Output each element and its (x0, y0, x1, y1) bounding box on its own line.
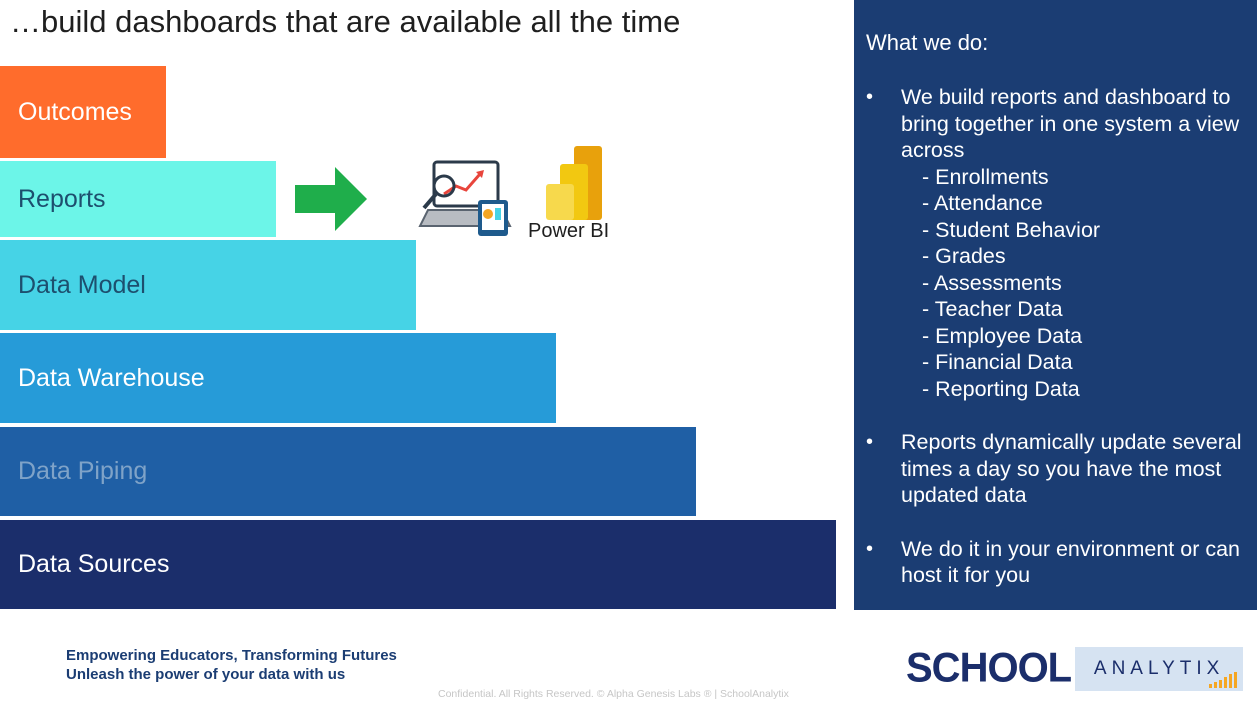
layer-data-piping: Data Piping (0, 427, 696, 516)
list-item: - Employee Data (922, 323, 1083, 348)
panel-heading: What we do: (866, 30, 989, 55)
list-item: - Financial Data (922, 350, 1073, 374)
dashboard-devices-icon (418, 160, 512, 236)
list-item: - Reporting Data (922, 376, 1080, 401)
list-item: - Teacher Data (922, 297, 1063, 321)
list-item: - Grades (922, 244, 1006, 268)
bullet-dot-icon: • (866, 86, 874, 108)
bullet-item: • We build reports and dashboard to brin… (866, 84, 1245, 402)
layer-label: Data Piping (18, 457, 148, 485)
layer-data-sources: Data Sources (0, 520, 836, 609)
power-bi-label: Power BI (528, 220, 610, 242)
slide-title: …build dashboards that are available all… (10, 4, 681, 39)
bullet-dot-icon: • (866, 537, 874, 560)
list-item: - Enrollments (922, 164, 1049, 189)
layer-label: Reports (18, 184, 106, 213)
layer-label: Outcomes (18, 97, 132, 126)
logo-analytix-text: ANALYTIX (1093, 657, 1225, 679)
layer-data-warehouse: Data Warehouse (0, 333, 556, 423)
bullet-text: We build reports and dashboard to bring … (901, 85, 1240, 162)
list-item: - Attendance (922, 191, 1043, 215)
bullet-item: • We do it in your environment or can ho… (866, 536, 1245, 589)
data-domain-list: - Enrollments - Attendance - Student Beh… (901, 164, 1245, 403)
tagline-line-2: Unleash the power of your data with us (66, 666, 346, 683)
layer-data-model: Data Model (0, 240, 416, 330)
list-item: - Assessments (922, 270, 1062, 295)
tagline-line-1: Empowering Educators, Transforming Futur… (66, 647, 397, 664)
school-analytix-logo: SCHOOL ANALYTIX (906, 644, 1244, 692)
layer-label: Data Model (18, 270, 146, 299)
layer-label: Data Sources (18, 550, 170, 578)
logo-school-text: SCHOOL (906, 644, 1072, 692)
bullet-text: We do it in your environment or can host… (901, 536, 1240, 588)
bullet-item: • Reports dynamically update several tim… (866, 429, 1245, 509)
what-we-do-panel: What we do: • We build reports and dashb… (854, 0, 1257, 610)
bar-chart-icon (1209, 671, 1238, 688)
bullet-dot-icon: • (866, 431, 874, 453)
layer-label: Data Warehouse (18, 363, 205, 392)
confidential-notice: Confidential. All Rights Reserved. © Alp… (438, 688, 789, 700)
tagline: Empowering Educators, Transforming Futur… (66, 646, 397, 684)
power-bi-logo-icon (546, 146, 602, 220)
list-item: - Student Behavior (922, 217, 1101, 242)
layer-outcomes: Outcomes (0, 66, 166, 158)
layer-reports: Reports (0, 161, 276, 237)
bullet-text: Reports dynamically update several times… (901, 430, 1242, 507)
logo-analytix-box: ANALYTIX (1075, 646, 1244, 691)
right-arrow-icon (295, 167, 367, 231)
